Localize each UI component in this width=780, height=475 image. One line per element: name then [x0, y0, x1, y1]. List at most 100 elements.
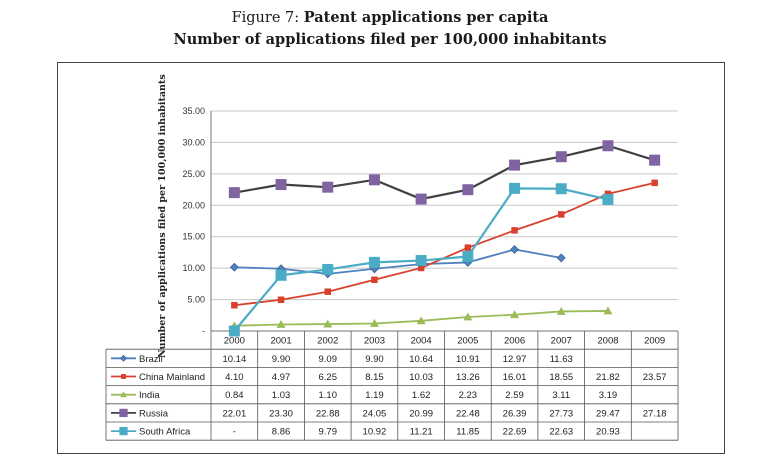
data-label: 11.63 — [550, 354, 573, 365]
legend-label: India — [139, 390, 160, 401]
data-point — [231, 301, 238, 309]
data-label: 23.57 — [643, 372, 667, 383]
data-label: 2.59 — [505, 390, 524, 401]
y-tick-label: 10.00 — [182, 263, 205, 273]
data-label: 20.99 — [409, 408, 433, 419]
page-footer-mark — [58, 462, 98, 470]
figure-subtitle: Number of applications filed per 100,000… — [173, 31, 607, 48]
data-label: 22.01 — [222, 408, 246, 419]
data-point — [602, 140, 614, 152]
data-point — [510, 245, 519, 254]
data-point — [415, 255, 427, 267]
data-label: 3.11 — [552, 390, 570, 401]
legend-label: Russia — [139, 408, 169, 419]
x-tick-label: 2001 — [270, 336, 291, 347]
data-point — [228, 325, 240, 337]
chart-frame: 35.00 30.00 25.00 20.00 15.00 10.00 5.00 - 2000 2… — [57, 62, 725, 454]
data-label: 6.25 — [319, 372, 338, 383]
data-label: 10.64 — [409, 354, 433, 365]
data-point — [371, 276, 378, 284]
data-label: 24.05 — [363, 408, 387, 419]
legend-marker — [119, 408, 128, 418]
data-point — [511, 227, 518, 234]
x-tick-label: 2004 — [411, 336, 432, 347]
data-label: 11.85 — [456, 427, 479, 438]
data-label: 4.10 — [225, 372, 244, 383]
data-point — [603, 306, 613, 315]
data-point — [276, 320, 286, 328]
y-tick-label: 15.00 — [182, 232, 205, 242]
data-point — [462, 251, 474, 263]
data-label: 10.91 — [456, 354, 480, 365]
data-label: 1.10 — [319, 390, 338, 401]
data-label: 12.97 — [503, 354, 527, 365]
figure-name: Patent applications per capita — [303, 9, 549, 26]
data-label: 9.90 — [272, 354, 291, 365]
data-point — [649, 154, 661, 166]
data-label: 2.23 — [459, 390, 478, 401]
legend-marker — [120, 354, 127, 362]
y-tick-label: - — [202, 326, 205, 336]
data-label: 20.93 — [596, 427, 620, 438]
legend-label: South Africa — [139, 427, 191, 438]
data-label: 16.01 — [503, 372, 527, 383]
data-label: 8.15 — [365, 372, 384, 383]
figure-label: Figure 7: — [231, 10, 300, 26]
figure-title: Figure 7: Patent applications per capita — [0, 8, 780, 28]
data-point — [510, 310, 520, 319]
data-label: 27.18 — [643, 408, 667, 419]
data-label: 4.97 — [272, 372, 291, 383]
data-point — [322, 263, 334, 275]
data-label: 10.92 — [363, 427, 387, 438]
data-point — [368, 174, 380, 186]
y-tick-label: 35.00 — [182, 106, 205, 116]
data-label: 22.63 — [549, 427, 573, 438]
data-label: 9.09 — [319, 354, 338, 365]
x-tick-label: 2003 — [364, 336, 385, 347]
y-tick-label: 5.00 — [187, 295, 205, 305]
data-label: 22.69 — [503, 427, 527, 438]
data-label: 22.88 — [316, 408, 340, 419]
x-tick-label: 2009 — [644, 336, 665, 347]
chart-svg: 35.00 30.00 25.00 20.00 15.00 10.00 5.00 - 2000 2… — [105, 106, 679, 441]
data-point — [275, 269, 287, 281]
x-tick-label: 2006 — [504, 336, 525, 347]
data-point — [323, 319, 333, 328]
y-axis-label: Number of applications filed per 100,000… — [157, 74, 168, 358]
legend-marker — [119, 426, 128, 436]
data-label: 22.48 — [456, 408, 480, 419]
x-tick-label: 2007 — [551, 336, 572, 347]
data-label: 1.19 — [365, 390, 384, 401]
data-point — [324, 288, 331, 295]
data-point — [229, 262, 239, 272]
x-tick-label: 2000 — [224, 336, 245, 347]
data-point — [463, 312, 473, 321]
y-tick-label: 25.00 — [182, 169, 205, 179]
series-line — [234, 248, 562, 275]
x-tick-label: 2005 — [457, 336, 478, 347]
data-label: 9.90 — [365, 354, 384, 365]
series-line — [234, 181, 655, 307]
legend-label: Brazil — [139, 354, 163, 365]
data-label: 1.03 — [272, 390, 291, 401]
data-point — [415, 193, 427, 205]
data-label: 10.03 — [409, 372, 433, 383]
x-tick-label: 2008 — [597, 336, 618, 347]
data-point — [604, 190, 612, 198]
legend-marker — [120, 391, 127, 398]
data-point — [228, 187, 240, 199]
data-label: - — [233, 427, 236, 438]
data-point — [322, 181, 334, 193]
y-tick-label: 30.00 — [182, 137, 205, 147]
data-label: 13.26 — [456, 372, 480, 383]
data-point — [462, 184, 474, 196]
data-label: 11.21 — [410, 427, 433, 438]
data-point — [651, 179, 658, 187]
data-label: 27.73 — [549, 408, 573, 419]
data-label: 3.19 — [599, 390, 618, 401]
data-point — [556, 253, 566, 263]
data-label: 8.86 — [272, 427, 291, 438]
data-point — [558, 211, 565, 218]
data-label: 10.14 — [222, 354, 246, 365]
data-label: 26.39 — [503, 408, 527, 419]
